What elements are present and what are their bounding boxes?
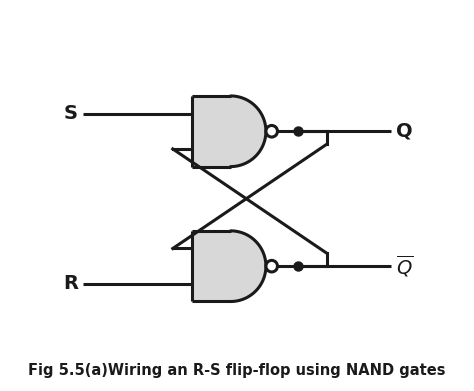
Polygon shape <box>192 96 266 167</box>
Text: Fig 5.5(a)Wiring an R-S flip-flop using NAND gates: Fig 5.5(a)Wiring an R-S flip-flop using … <box>28 363 446 378</box>
Polygon shape <box>192 231 266 301</box>
Text: Q: Q <box>396 122 413 141</box>
Text: S: S <box>64 104 78 123</box>
Circle shape <box>266 126 277 137</box>
Text: R: R <box>63 274 78 293</box>
Circle shape <box>266 260 277 272</box>
Text: $\overline{Q}$: $\overline{Q}$ <box>396 253 413 279</box>
